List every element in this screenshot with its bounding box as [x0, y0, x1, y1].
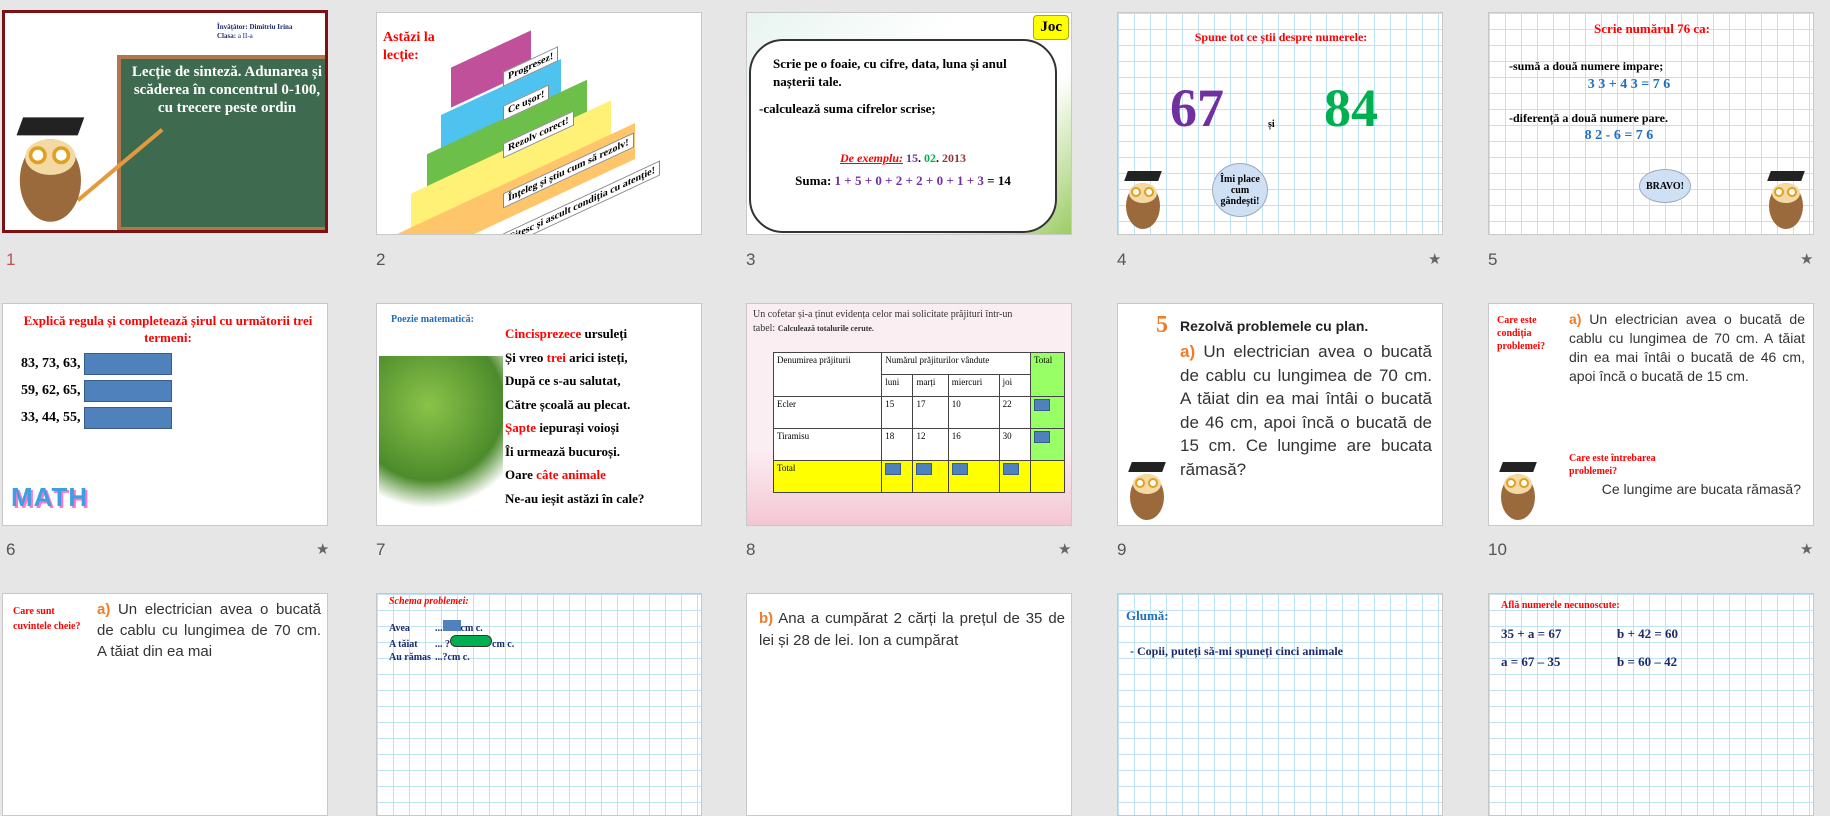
slide-number: 10: [1488, 540, 1507, 559]
slide-title: Glumă:: [1126, 608, 1169, 623]
animation-star-icon[interactable]: ★: [1058, 542, 1072, 558]
pastry-table: Denumirea prăjiturii Numărul prăjiturilor…: [772, 352, 1066, 493]
answer-box[interactable]: [1033, 399, 1050, 411]
keywords-question: Care sunt cuvintele cheie?: [13, 606, 81, 632]
slide-thumbnail-12[interactable]: Schema problemei: Avea... cm c. A tăiat..…: [376, 593, 702, 816]
and-text: și: [1268, 119, 1275, 130]
owl-image: [1495, 454, 1541, 524]
slide-thumbnail-5[interactable]: Scrie numărul 76 ca: -sumă a două numere…: [1488, 12, 1814, 235]
slide-thumbnail-15[interactable]: Află numerele necunoscute: 35 + a = 67 b …: [1488, 593, 1814, 816]
answer-box[interactable]: [84, 406, 172, 429]
math-logo: MATH: [11, 482, 89, 512]
slide-thumbnail-4[interactable]: Spune tot ce știi despre numerele: 67 și…: [1117, 12, 1443, 235]
animation-star-icon[interactable]: ★: [1800, 542, 1814, 558]
sum-result: = 14: [987, 173, 1011, 188]
slide-thumbnail-14[interactable]: Glumă: - Copii, puteți să-mi spuneți cin…: [1117, 593, 1443, 816]
intro-text: Un cofetar și-a ținut evidența celor mai…: [753, 309, 1013, 334]
animation-star-icon[interactable]: ★: [316, 542, 330, 558]
slide-number: 8: [746, 540, 756, 559]
bravo-bubble: BRAVO!: [1639, 169, 1691, 203]
sequence-row: 83, 73, 63,: [21, 356, 81, 371]
slide-number: 1: [6, 250, 16, 269]
slide-thumbnail-6[interactable]: Explică regula și completează șirul cu u…: [2, 303, 328, 526]
slide-thumbnail-3[interactable]: Joc Scrie pe o foaie, cu cifre, data, lu…: [746, 12, 1072, 235]
owl-image: [1763, 163, 1809, 233]
slide-thumbnail-8[interactable]: Un cofetar și-a ținut evidența celor mai…: [746, 303, 1072, 526]
slide-number: 5: [1488, 250, 1498, 269]
exercise-number: 5: [1156, 312, 1168, 338]
slide-title: Explică regula și completează șirul cu u…: [23, 313, 313, 345]
part-label: a): [1569, 311, 1582, 327]
slide-number: 9: [1117, 540, 1127, 559]
problem-text: Un electrician avea o bucată de cablu cu…: [1569, 311, 1805, 384]
owl-image: [1124, 454, 1170, 524]
owl-teacher-image: [9, 103, 92, 229]
thought-bubble: Îmi place cum gândești!: [1212, 163, 1268, 217]
slide-number: 7: [376, 540, 386, 559]
exercise-heading: Rezolvă problemele cu plan.: [1180, 318, 1369, 334]
teacher-name: Învățător: Dimitriu Irina: [217, 23, 293, 31]
poem: Cincisprezece ursuleți Și vreo trei aric…: [505, 326, 645, 506]
equation-difference: 8 2 - 6 = 7 6: [1584, 128, 1654, 143]
condition-question: Care este condiția problemei?: [1497, 315, 1546, 352]
example-day: 15: [905, 151, 918, 165]
slide-number: 4: [1117, 250, 1127, 269]
owl-image: [1120, 163, 1166, 233]
number-67: 67: [1170, 78, 1224, 138]
joke-text: - Copii, puteți să-mi spuneți cinci anim…: [1130, 644, 1344, 658]
slide-number: 3: [746, 250, 756, 269]
game-tag: Joc: [1033, 15, 1069, 40]
rounded-box: [749, 39, 1057, 233]
answer-box[interactable]: [84, 379, 172, 402]
slide-thumbnail-11[interactable]: Care sunt cuvintele cheie? a) Un electri…: [2, 593, 328, 816]
slide-title: Poezie matematică:: [391, 314, 475, 325]
instruction-text: -calculează suma cifrelor scrise;: [759, 101, 936, 116]
task-text: Calculează totalurile cerute.: [777, 324, 874, 333]
problem-text: Un electrician avea o bucată de cablu cu…: [97, 601, 321, 660]
forest-animals-illustration: [379, 356, 503, 520]
sequence-row: 59, 62, 65,: [21, 383, 81, 398]
line-sum: -sumă a două numere impare;: [1509, 59, 1664, 73]
pyramid-diagram: Progresez! Ce ușor! Rezolv corect! Înțel…: [391, 29, 691, 234]
slide-thumbnail-10[interactable]: Care este condiția problemei? a) Un elec…: [1488, 303, 1814, 526]
instruction-text: Scrie pe o foaie, cu cifre, data, luna ș…: [773, 56, 1007, 89]
sum-expression: 1 + 5 + 0 + 2 + 2 + 0 + 1 + 3: [834, 173, 984, 188]
slide-number: 6: [6, 540, 16, 559]
problem-text: Ana a cumpărat 2 cărți la prețul de 35 d…: [759, 610, 1065, 649]
slide-thumbnail-7[interactable]: Poezie matematică: Cincisprezece ursuleț…: [376, 303, 702, 526]
slide-thumbnail-2[interactable]: Astăzi la lecție: Progresez! Ce ușor! Re…: [376, 12, 702, 235]
animation-star-icon[interactable]: ★: [1800, 252, 1814, 268]
slide-title: Scrie numărul 76 ca:: [1594, 21, 1710, 36]
line-difference: -diferență a două numere pare.: [1509, 111, 1668, 125]
class-label: Clasa:: [217, 32, 237, 40]
problem-text: Un electrician avea o bucată de cablu cu…: [1180, 342, 1432, 479]
chalkboard: [117, 55, 325, 230]
slide-thumbnail-9[interactable]: 5 Rezolvă problemele cu plan. a) Un elec…: [1117, 303, 1443, 526]
slide-title: Află numerele necunoscute:: [1501, 600, 1620, 611]
equation-sum: 3 3 + 4 3 = 7 6: [1587, 77, 1671, 92]
slide-title: Astăzi la lecție:: [383, 30, 435, 63]
slide-title: Spune tot ce știi despre numerele:: [1194, 30, 1368, 44]
class-value: a II-a: [237, 32, 253, 40]
sequence-row: 33, 44, 55,: [21, 410, 81, 425]
animation-star-icon[interactable]: ★: [1428, 252, 1442, 268]
question-prompt: Care este întrebarea problemei?: [1569, 453, 1656, 477]
number-84: 84: [1324, 78, 1378, 138]
slide-title: Schema problemei:: [389, 596, 469, 607]
example-label: De exemplu:: [840, 151, 903, 165]
part-label: a): [1180, 342, 1196, 361]
slide-thumbnail-1[interactable]: Învățător: Dimitriu Irina Clasa: a II-a …: [2, 10, 328, 233]
example-month: 02: [923, 151, 936, 165]
answer-box[interactable]: [1033, 431, 1050, 443]
slide-thumbnail-13[interactable]: b) Ana a cumpărat 2 cărți la prețul de 3…: [746, 593, 1072, 816]
answer-box[interactable]: [84, 352, 172, 375]
sum-label: Suma:: [795, 173, 832, 188]
problem-question: Ce lungime are bucata rămasă?: [1601, 481, 1801, 497]
example-year: 2013: [941, 151, 966, 165]
slide-number: 2: [376, 250, 386, 269]
slide-title: Lecție de sinteză. Adunarea și scăderea …: [131, 64, 323, 116]
